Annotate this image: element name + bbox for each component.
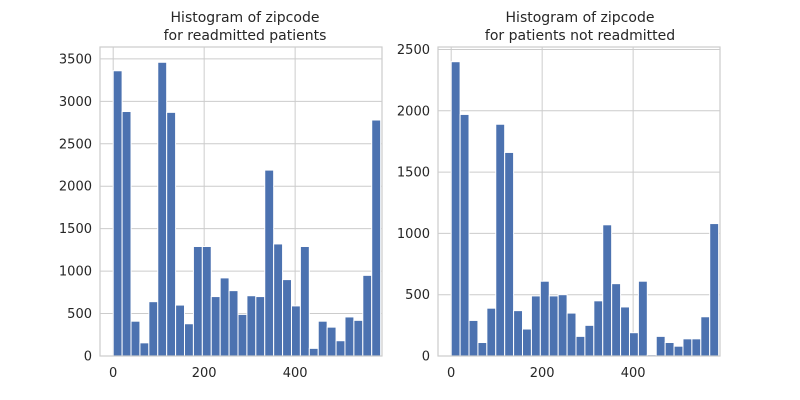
chart-left: Histogram of zipcode for readmitted pati… (59, 10, 383, 381)
histogram-bar (593, 300, 604, 357)
histogram-bar (611, 283, 622, 357)
histogram-bar (308, 347, 319, 357)
histogram-bar (273, 243, 284, 357)
histogram-bar (513, 310, 524, 357)
histogram-bar (353, 319, 364, 357)
histogram-bar (477, 342, 488, 357)
y-tick-label: 2500 (59, 137, 92, 152)
histogram-bar (584, 324, 595, 357)
chart-title-line-1: Histogram of zipcode (171, 10, 320, 26)
histogram-bar (139, 342, 150, 357)
histogram-bar (290, 305, 301, 357)
histogram-bar (246, 295, 257, 357)
histogram-bar (602, 224, 613, 357)
x-tick-label: 400 (283, 366, 308, 381)
histogram-bar (673, 345, 684, 357)
histogram-bar (691, 338, 702, 357)
histogram-bar (326, 326, 337, 357)
histogram-bar (637, 280, 648, 357)
histogram-bar (450, 61, 461, 357)
histogram-bar (655, 335, 666, 357)
plot-area: 0 500 1000 1500 2000 2500 3000 3500 0 200 400 (59, 46, 383, 381)
histogram-bar (664, 342, 675, 357)
histogram-bar (255, 296, 266, 357)
histogram-bar (166, 111, 177, 357)
y-tick-label: 500 (405, 288, 430, 303)
histogram-bar (522, 328, 532, 357)
y-tick-label: 0 (84, 350, 92, 365)
plot-frame (437, 46, 721, 357)
x-tick-label: 200 (530, 366, 555, 381)
histogram-bar (148, 301, 159, 357)
histogram-bar (299, 245, 310, 357)
x-tick-label: 400 (621, 366, 646, 381)
y-tick-label: 1500 (397, 166, 430, 181)
histogram-bar (219, 277, 230, 357)
histogram-bar (700, 316, 711, 357)
y-tick-label: 1000 (59, 265, 92, 280)
y-tick-label: 2000 (397, 104, 430, 119)
y-tick-label: 500 (67, 307, 92, 322)
y-tick-label: 2000 (59, 180, 92, 195)
y-tick-label: 3000 (59, 95, 92, 110)
histogram-bar (566, 312, 577, 357)
chart-title-line-2: for readmitted patients (164, 28, 327, 44)
histogram-bar (620, 306, 630, 357)
plot-background (438, 47, 720, 356)
histogram-bar (682, 338, 693, 357)
histogram-bar (175, 304, 186, 357)
histogram-bar (709, 223, 720, 357)
histogram-bar (264, 169, 275, 357)
chart-title-line-1: Histogram of zipcode (506, 10, 655, 26)
histogram-bar (628, 332, 639, 357)
histogram-bar (237, 313, 248, 357)
histogram-bar (486, 307, 497, 357)
histogram-bar (210, 296, 221, 357)
plot-area: 0 500 1000 1500 2000 2500 0 200 400 (397, 43, 721, 381)
histogram-bar (504, 151, 515, 357)
histogram-bar (317, 320, 328, 357)
histogram-bar (575, 335, 586, 357)
histogram-bar (130, 320, 141, 357)
x-tick-label: 0 (447, 366, 455, 381)
histogram-bar (557, 294, 568, 357)
histogram-bar (228, 290, 239, 357)
histogram-bar (459, 113, 470, 357)
histogram-bar (530, 295, 541, 357)
histogram-bar (184, 323, 194, 357)
y-tick-label: 3500 (59, 52, 92, 67)
plot-background (100, 47, 382, 356)
plot-frame (99, 46, 383, 357)
histogram-bar (335, 340, 346, 357)
histogram-bar (157, 61, 168, 357)
y-tick-label: 1500 (59, 222, 92, 237)
histogram-bar (371, 119, 382, 357)
histogram-bar (344, 316, 355, 357)
y-tick-label: 1000 (397, 227, 430, 242)
histogram-bar (468, 319, 479, 357)
chart-right: Histogram of zipcode for patients not re… (397, 10, 721, 381)
histogram-bar (362, 274, 373, 357)
histogram-bar (121, 111, 132, 357)
histogram-bar (548, 295, 559, 357)
histogram-bar (539, 280, 550, 357)
histogram-bar (201, 245, 212, 357)
y-tick-label: 2500 (397, 43, 430, 58)
x-tick-label: 200 (192, 366, 217, 381)
histogram-bar (192, 245, 203, 357)
chart-title-line-2: for patients not readmitted (485, 28, 675, 44)
x-tick-label: 0 (109, 366, 117, 381)
histogram-bar (495, 123, 506, 357)
histogram-bar (282, 279, 292, 357)
histogram-bar (112, 70, 123, 357)
y-tick-label: 0 (422, 350, 430, 365)
